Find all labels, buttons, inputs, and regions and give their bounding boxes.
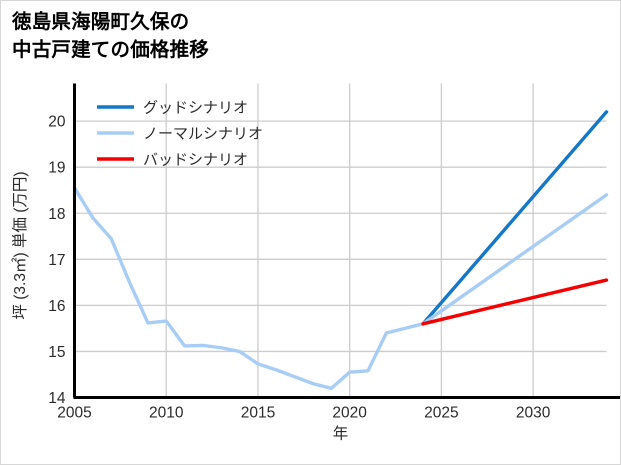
series-line bbox=[421, 193, 609, 326]
series-line bbox=[421, 110, 609, 326]
y-tick-label: 18 bbox=[48, 206, 65, 223]
y-tick-label: 20 bbox=[48, 114, 66, 131]
series-line bbox=[72, 186, 425, 390]
legend-label: ノーマルシナリオ bbox=[143, 126, 263, 143]
y-tick-label: 16 bbox=[48, 298, 65, 315]
x-tick-label: 2015 bbox=[241, 405, 275, 422]
x-tick-label: 2030 bbox=[516, 405, 551, 422]
axis-lines bbox=[73, 83, 620, 399]
y-tick-label: 15 bbox=[48, 344, 65, 361]
y-tick-label: 19 bbox=[48, 160, 65, 177]
x-tick-label: 2010 bbox=[149, 405, 184, 422]
y-tick-label: 14 bbox=[48, 390, 66, 407]
data-series-group bbox=[72, 110, 609, 390]
y-axis-title: 坪 (3.3㎡) 単価 (万円) bbox=[11, 171, 29, 319]
x-axis-title: 年 bbox=[333, 425, 349, 443]
x-tick-label: 2005 bbox=[57, 405, 91, 422]
x-tick-label: 2020 bbox=[332, 405, 367, 422]
legend-label: バッドシナリオ bbox=[143, 152, 248, 169]
x-tick-label: 2025 bbox=[424, 405, 458, 422]
y-tick-label: 17 bbox=[48, 252, 65, 269]
axis-titles: 年 坪 (3.3㎡) 単価 (万円) bbox=[11, 171, 348, 442]
chart-title: 徳島県海陽町久保の 中古戸建ての価格推移 bbox=[12, 11, 210, 61]
tick-labels: 14 15 16 17 18 19 20 2005 2010 2015 2020 2025 2030 bbox=[48, 114, 550, 422]
series-line bbox=[421, 278, 609, 326]
legend-label: グッドシナリオ bbox=[143, 100, 248, 117]
